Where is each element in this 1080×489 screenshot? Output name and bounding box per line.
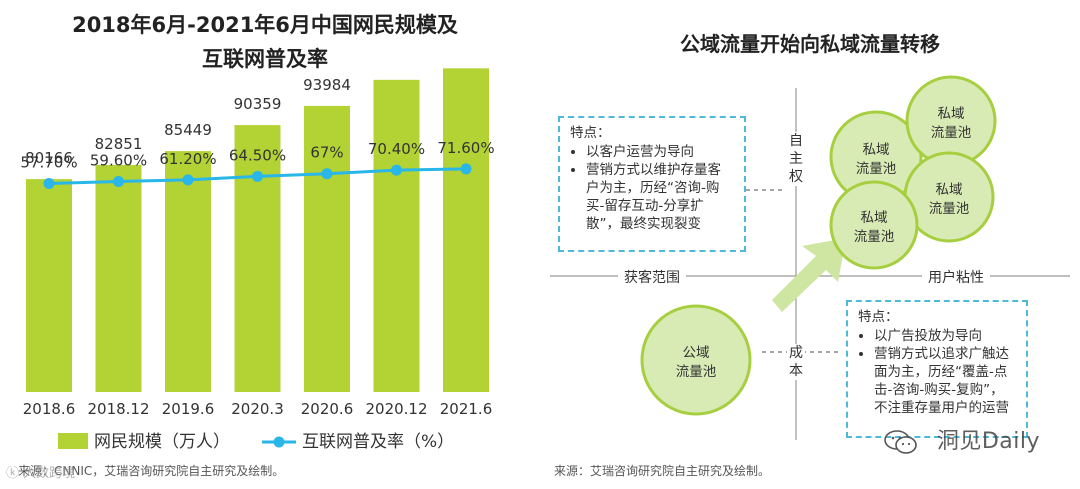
axis-label-cost: 成本 bbox=[787, 344, 805, 380]
public-traits-box: 特点： 以广告投放为导向 营销方式以追求广触达面为主，历经“覆盖-点击-咨询-购… bbox=[846, 300, 1028, 438]
rate-value-label: 67% bbox=[310, 144, 343, 162]
private-pool-label: 私域流量池 bbox=[931, 106, 972, 141]
bar bbox=[443, 68, 489, 392]
rate-point bbox=[321, 168, 333, 180]
rate-point bbox=[391, 164, 402, 176]
bar-value-label: 90359 bbox=[234, 95, 282, 113]
rate-value-label: 64.50% bbox=[229, 146, 286, 164]
legend-line-marker bbox=[273, 436, 285, 448]
bar-value-label: 98899 bbox=[373, 64, 421, 68]
x-tick-label: 2019.6 bbox=[162, 400, 215, 418]
rate-point bbox=[43, 178, 55, 189]
chart-source: 来源：CNNIC，艾瑞咨询研究院自主研究及绘制。 bbox=[18, 464, 285, 478]
private-pool-label: 私域流量池 bbox=[854, 210, 895, 245]
bar bbox=[26, 179, 72, 392]
private-pool-label: 私域流量池 bbox=[856, 142, 897, 177]
bar-value-label: 93984 bbox=[303, 76, 351, 94]
bar-value-label: 80166 bbox=[25, 149, 73, 167]
axis-label-user-stickiness: 用户粘性 bbox=[922, 267, 990, 287]
x-tick-label: 2021.6 bbox=[440, 400, 493, 418]
box-heading: 特点： bbox=[858, 309, 899, 325]
legend-bar-label: 网民规模（万人） bbox=[94, 432, 230, 452]
legend-bar-swatch bbox=[58, 433, 88, 449]
axis-label-acquisition-range: 获客范围 bbox=[618, 267, 686, 287]
x-tick-label: 2018.12 bbox=[87, 400, 149, 418]
private-traits-box: 特点： 以客户运营为导向 营销方式以维护存量客户为主，历经“咨询-购买-留存互动… bbox=[558, 116, 746, 252]
bar bbox=[304, 105, 350, 392]
rate-value-label: 59.60% bbox=[90, 152, 147, 170]
bar bbox=[373, 79, 420, 392]
rate-point bbox=[182, 174, 194, 186]
box-item: 以客户运营为导向 bbox=[586, 143, 734, 161]
rate-value-label: 57.70% bbox=[20, 154, 77, 172]
axis-label-autonomy: 自主权 bbox=[787, 132, 805, 186]
box-item: 营销方式以维护存量客户为主，历经“咨询-购买-留存互动-分享扩散”，最终实现裂变 bbox=[586, 161, 734, 233]
rate-point bbox=[460, 163, 472, 175]
rate-value-label: 71.60% bbox=[437, 139, 494, 157]
x-tick-label: 2020.3 bbox=[231, 400, 284, 418]
bar bbox=[95, 164, 142, 392]
rate-value-label: 70.40% bbox=[368, 140, 425, 158]
diagram-title: 公域流量开始向私域流量转移 bbox=[680, 32, 940, 56]
bar-value-label: 82851 bbox=[95, 135, 143, 153]
box-item: 以广告投放为导向 bbox=[874, 327, 1016, 345]
box-heading: 特点： bbox=[570, 125, 611, 141]
chart-title: 2018年6月-2021年6月中国网民规模及 bbox=[72, 13, 458, 37]
wechat-icon bbox=[884, 430, 917, 454]
x-tick-label: 2020.6 bbox=[301, 400, 354, 418]
public-pool-circle bbox=[640, 304, 752, 416]
watermark-text: 洞见Daily bbox=[936, 429, 1040, 454]
box-item: 营销方式以追求广触达面为主，历经“覆盖-点击-咨询-购买-复购”，不注重存量用户… bbox=[874, 345, 1016, 417]
private-pool-label: 私域流量池 bbox=[929, 182, 970, 217]
bar-line-chart: 80166 2018.6 82851 2018.12 85449 2019.6 90359 2… bbox=[20, 64, 494, 452]
rate-value-label: 61.20% bbox=[159, 150, 216, 168]
diagram-source: 来源：艾瑞咨询研究院自主研究及绘制。 bbox=[554, 464, 771, 478]
transfer-arrow-icon bbox=[772, 238, 846, 312]
public-pool-label: 公域流量池 bbox=[676, 345, 717, 380]
corner-watermark: ⓚ 大数跨境 bbox=[6, 466, 76, 481]
x-tick-label: 2020.12 bbox=[365, 400, 427, 418]
rate-point bbox=[113, 176, 124, 188]
rate-point bbox=[252, 170, 263, 182]
legend-line-label: 互联网普及率（%） bbox=[302, 432, 454, 452]
bar bbox=[234, 125, 281, 393]
private-pool-circle bbox=[829, 180, 919, 270]
right-panel: 公域流量开始向私域流量转移 私域流量池 私域流量池 私域流量池 私域流量池 公域流量池 … bbox=[540, 0, 1080, 489]
left-panel: 2018年6月-2021年6月中国网民规模及 互联网普及率 80166 2018.… bbox=[0, 0, 530, 489]
bar-value-label: 85449 bbox=[164, 121, 212, 139]
chart-title-line2: 互联网普及率 bbox=[202, 47, 328, 71]
x-tick-label: 2018.6 bbox=[23, 400, 76, 418]
bar bbox=[165, 151, 211, 392]
